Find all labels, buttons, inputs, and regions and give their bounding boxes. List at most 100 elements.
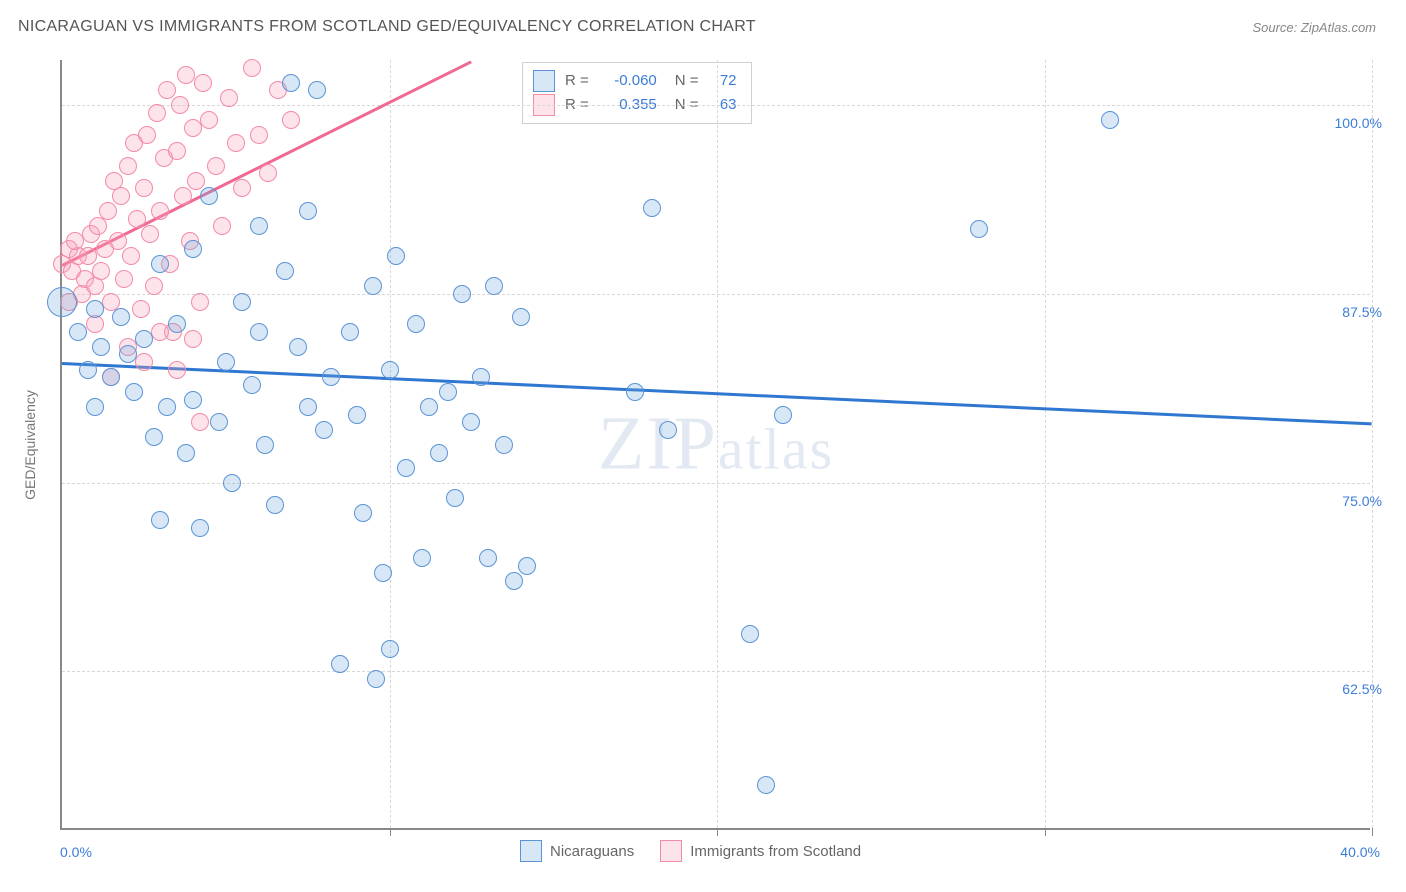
data-point-blue — [439, 383, 457, 401]
data-point-pink — [135, 353, 153, 371]
data-point-pink — [213, 217, 231, 235]
data-point-blue — [643, 199, 661, 217]
gridline-horizontal — [62, 105, 1370, 106]
legend-swatch-blue — [520, 840, 542, 862]
data-point-blue — [102, 368, 120, 386]
data-point-blue — [374, 564, 392, 582]
data-point-blue — [453, 285, 471, 303]
data-point-blue — [112, 308, 130, 326]
data-point-blue — [135, 330, 153, 348]
data-point-blue — [495, 436, 513, 454]
gridline-horizontal — [62, 483, 1370, 484]
data-point-pink — [171, 96, 189, 114]
data-point-pink — [174, 187, 192, 205]
data-point-pink — [151, 202, 169, 220]
data-point-pink — [92, 262, 110, 280]
data-point-blue — [276, 262, 294, 280]
data-point-pink — [168, 142, 186, 160]
r-label: R = — [565, 69, 589, 93]
y-tick-label: 100.0% — [1335, 115, 1382, 131]
legend-swatch-blue — [533, 70, 555, 92]
data-point-blue — [364, 277, 382, 295]
data-point-blue — [145, 428, 163, 446]
data-point-blue — [282, 74, 300, 92]
data-point-blue — [397, 459, 415, 477]
legend-item-scotland: Immigrants from Scotland — [660, 840, 861, 862]
data-point-blue — [243, 376, 261, 394]
data-point-pink — [148, 104, 166, 122]
x-tick-label: 40.0% — [1340, 844, 1380, 860]
data-point-pink — [191, 293, 209, 311]
data-point-blue — [308, 81, 326, 99]
x-tick-label: 0.0% — [60, 844, 92, 860]
data-point-blue — [485, 277, 503, 295]
data-point-blue — [505, 572, 523, 590]
data-point-blue — [125, 383, 143, 401]
data-point-pink — [112, 187, 130, 205]
data-point-pink — [89, 217, 107, 235]
data-point-blue — [970, 220, 988, 238]
watermark-atlas: atlas — [718, 417, 834, 482]
data-point-blue — [322, 368, 340, 386]
legend-label: Nicaraguans — [550, 843, 634, 860]
data-point-pink — [177, 66, 195, 84]
data-point-blue — [158, 398, 176, 416]
data-point-pink — [135, 179, 153, 197]
data-point-blue — [86, 300, 104, 318]
data-point-pink — [145, 277, 163, 295]
data-point-blue — [446, 489, 464, 507]
data-point-blue — [184, 391, 202, 409]
data-point-blue — [430, 444, 448, 462]
series-legend: Nicaraguans Immigrants from Scotland — [520, 840, 861, 862]
data-point-blue — [381, 361, 399, 379]
gridline-vertical — [1372, 60, 1373, 828]
data-point-blue — [341, 323, 359, 341]
data-point-blue — [462, 413, 480, 431]
y-axis-label: GED/Equivalency — [22, 390, 38, 500]
chart-title: NICARAGUAN VS IMMIGRANTS FROM SCOTLAND G… — [18, 18, 756, 36]
r-value: -0.060 — [599, 69, 657, 93]
data-point-pink — [194, 74, 212, 92]
scatter-chart: ZIPatlas R =-0.060N =72R =0.355N =63 — [60, 60, 1370, 830]
data-point-blue — [407, 315, 425, 333]
data-point-blue — [47, 287, 77, 317]
data-point-pink — [259, 164, 277, 182]
data-point-blue — [472, 368, 490, 386]
y-tick-label: 87.5% — [1342, 304, 1382, 320]
legend-swatch-pink — [660, 840, 682, 862]
n-label: N = — [675, 69, 699, 93]
data-point-blue — [250, 323, 268, 341]
source-citation: Source: ZipAtlas.com — [1252, 20, 1376, 35]
legend-item-nicaraguans: Nicaraguans — [520, 840, 634, 862]
data-point-blue — [381, 640, 399, 658]
data-point-pink — [122, 247, 140, 265]
data-point-blue — [367, 670, 385, 688]
data-point-blue — [1101, 111, 1119, 129]
data-point-blue — [86, 398, 104, 416]
data-point-pink — [168, 361, 186, 379]
data-point-blue — [168, 315, 186, 333]
data-point-pink — [132, 300, 150, 318]
data-point-pink — [191, 413, 209, 431]
data-point-blue — [626, 383, 644, 401]
watermark-zip: ZIP — [598, 402, 718, 486]
data-point-blue — [741, 625, 759, 643]
data-point-blue — [177, 444, 195, 462]
data-point-blue — [217, 353, 235, 371]
gridline-horizontal — [62, 671, 1370, 672]
data-point-pink — [151, 323, 169, 341]
data-point-blue — [299, 202, 317, 220]
data-point-blue — [210, 413, 228, 431]
data-point-blue — [119, 345, 137, 363]
watermark: ZIPatlas — [598, 401, 834, 488]
data-point-blue — [191, 519, 209, 537]
data-point-blue — [256, 436, 274, 454]
legend-label: Immigrants from Scotland — [690, 843, 861, 860]
y-tick-label: 75.0% — [1342, 493, 1382, 509]
data-point-pink — [184, 330, 202, 348]
data-point-blue — [348, 406, 366, 424]
data-point-pink — [158, 81, 176, 99]
data-point-pink — [243, 59, 261, 77]
data-point-pink — [227, 134, 245, 152]
data-point-pink — [184, 119, 202, 137]
